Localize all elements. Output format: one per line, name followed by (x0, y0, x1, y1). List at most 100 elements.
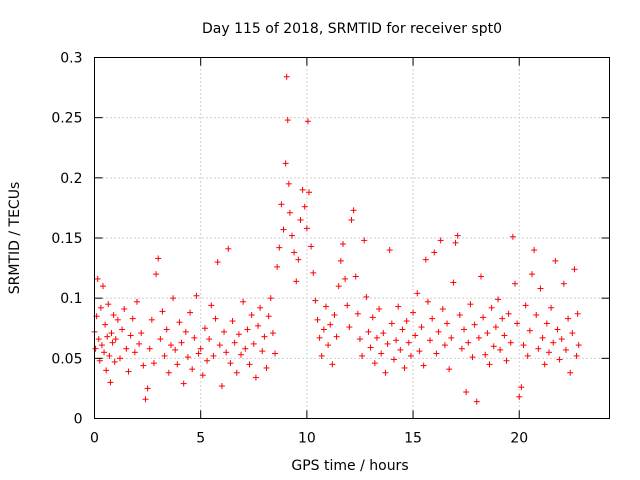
data-point (216, 342, 223, 349)
data-point (206, 336, 213, 343)
data-point (363, 293, 370, 300)
data-point (533, 312, 540, 319)
points-layer (91, 73, 582, 405)
data-point (263, 364, 270, 371)
data-point (418, 324, 425, 331)
data-point (420, 362, 427, 369)
data-point (435, 328, 442, 335)
data-point (248, 312, 255, 319)
data-point (286, 209, 293, 216)
data-point (170, 295, 177, 302)
data-point (285, 180, 292, 187)
data-point (320, 326, 327, 333)
data-point (276, 244, 283, 251)
data-point (509, 233, 516, 240)
data-point (238, 351, 245, 358)
data-point (193, 292, 200, 299)
data-point (153, 271, 160, 278)
y-tick-label: 0.05 (51, 351, 82, 367)
data-point (204, 357, 211, 364)
data-point (99, 283, 106, 290)
data-point (531, 247, 538, 254)
data-point (161, 352, 168, 359)
data-point (439, 305, 446, 312)
data-point (554, 326, 561, 333)
data-point (373, 334, 380, 341)
data-point (284, 117, 291, 124)
data-point (465, 339, 472, 346)
data-point (535, 345, 542, 352)
data-point (195, 350, 202, 357)
data-point (524, 352, 531, 359)
data-point (305, 189, 312, 196)
data-point (280, 226, 287, 233)
data-point (520, 342, 527, 349)
data-point (121, 305, 128, 312)
data-point (416, 348, 423, 355)
data-point (94, 275, 101, 282)
data-point (518, 384, 525, 391)
data-point (184, 354, 191, 361)
data-point (112, 336, 119, 343)
data-point (333, 333, 340, 340)
data-point (295, 256, 302, 263)
data-point (348, 216, 355, 223)
data-point (367, 344, 374, 351)
data-point (422, 256, 429, 263)
data-point (278, 201, 285, 208)
data-point (569, 330, 576, 337)
data-point (197, 345, 204, 352)
data-point (567, 369, 574, 376)
data-point (407, 352, 414, 359)
data-point (297, 216, 304, 223)
data-point (144, 385, 151, 392)
data-point (191, 334, 198, 341)
data-point (104, 333, 111, 340)
data-point (182, 328, 189, 335)
data-point (548, 304, 555, 311)
data-point (250, 340, 257, 347)
data-point (165, 369, 172, 376)
data-point (125, 368, 132, 375)
y-axis-label: SRMTID / TECUs (7, 182, 23, 295)
data-point (437, 237, 444, 244)
data-point (316, 334, 323, 341)
data-point (401, 364, 408, 371)
data-point (107, 379, 114, 386)
data-point (325, 342, 332, 349)
grid-layer (94, 57, 610, 419)
data-point (178, 339, 185, 346)
data-point (95, 336, 102, 343)
data-point (507, 339, 514, 346)
data-point (562, 346, 569, 353)
data-point (537, 285, 544, 292)
data-point (573, 352, 580, 359)
data-point (289, 232, 296, 239)
data-point (301, 203, 308, 210)
data-point (384, 340, 391, 347)
data-point (365, 328, 372, 335)
data-point (189, 366, 196, 373)
data-point (339, 241, 346, 248)
data-point (303, 225, 310, 232)
data-point (397, 346, 404, 353)
data-point (214, 259, 221, 266)
data-point (114, 316, 121, 323)
data-point (403, 318, 410, 325)
data-point (98, 342, 105, 349)
data-point (454, 232, 461, 239)
data-point (550, 339, 557, 346)
data-point (528, 271, 535, 278)
data-point (259, 348, 266, 355)
data-point (133, 298, 140, 305)
data-point (386, 247, 393, 254)
data-point (490, 343, 497, 350)
data-point (501, 332, 508, 339)
data-point (541, 361, 548, 368)
data-point (163, 326, 170, 333)
y-tick-label: 0 (74, 412, 83, 428)
data-point (246, 361, 253, 368)
data-point (233, 369, 240, 376)
data-point (558, 336, 565, 343)
data-point (140, 362, 147, 369)
